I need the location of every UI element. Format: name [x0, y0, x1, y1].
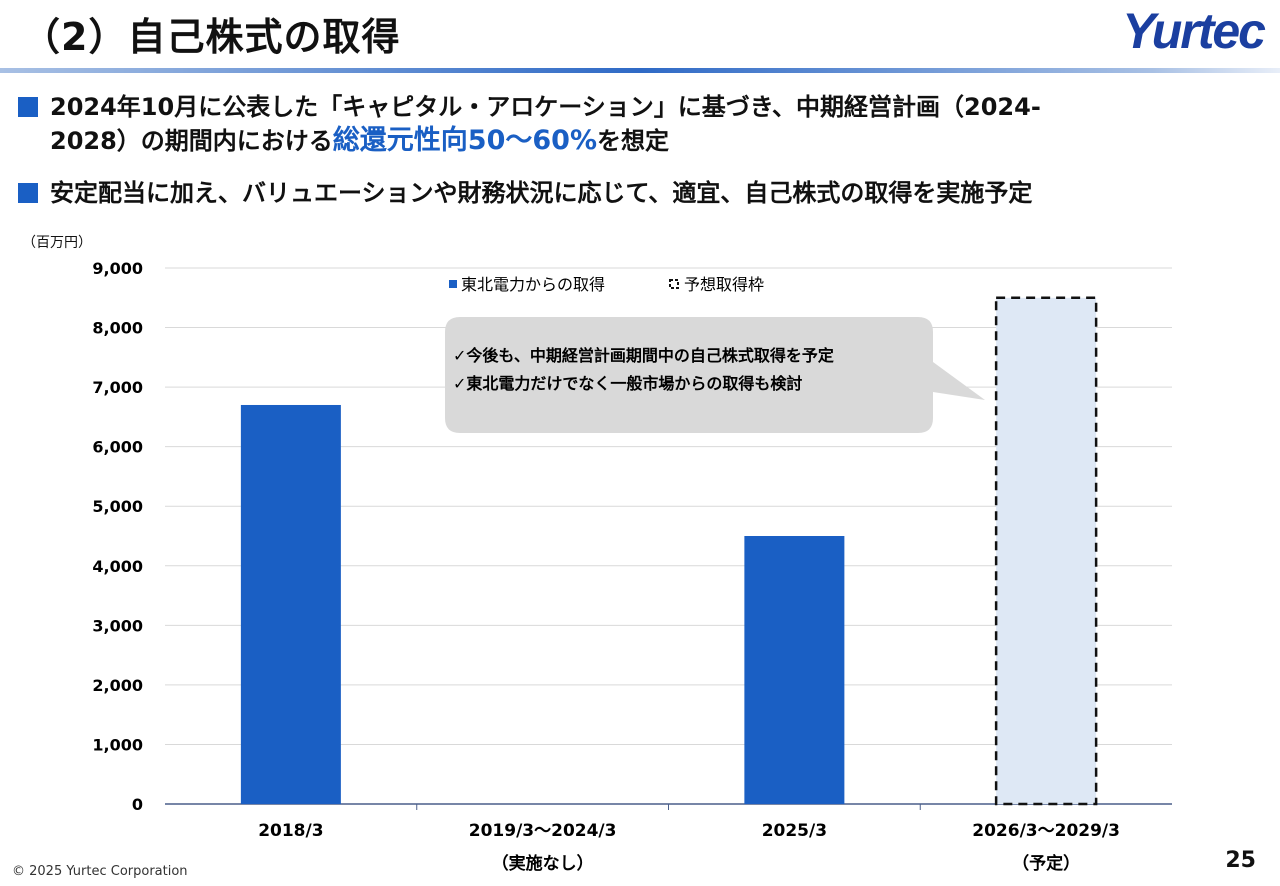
y-tick-label: 7,000 [92, 378, 143, 397]
bar-actual [240, 404, 341, 804]
callout-line-2: ✓東北電力だけでなく一般市場からの取得も検討 [453, 374, 802, 393]
x-tick-label: 2018/3 [258, 821, 323, 841]
header-divider [0, 68, 1280, 73]
legend-label-forecast: 予想取得枠 [684, 275, 764, 294]
x-tick-label: 2019/3～2024/3 [469, 821, 617, 841]
y-tick-label: 9,000 [92, 259, 143, 278]
bar-actual [744, 536, 845, 804]
bullet-square-icon [18, 183, 38, 203]
legend-label-actual: 東北電力からの取得 [461, 275, 605, 294]
yurtec-logo: Yurtec [1122, 3, 1266, 59]
legend: 東北電力からの取得 予想取得枠 [449, 275, 764, 294]
highlight-payout: 総還元性向50～60% [332, 125, 597, 156]
y-tick-label: 4,000 [92, 557, 143, 576]
x-tick-label: 2025/3 [762, 821, 827, 841]
x-sublabel: （予定） [1012, 853, 1080, 874]
x-sublabel: （実施なし） [492, 853, 594, 874]
page-title: （2）自己株式の取得 [22, 15, 401, 59]
bullet-square-icon [18, 97, 38, 117]
legend-swatch-forecast [669, 279, 679, 289]
y-tick-label: 6,000 [92, 438, 143, 457]
unit-label: （百万円） [22, 235, 92, 251]
bar-forecast [994, 296, 1098, 806]
x-tick-label: 2026/3～2029/3 [972, 821, 1120, 841]
y-tick-label: 1,000 [92, 735, 143, 754]
y-tick-label: 5,000 [92, 497, 143, 516]
callout: ✓今後も、中期経営計画期間中の自己株式取得を予定 ✓東北電力だけでなく一般市場か… [445, 317, 985, 433]
callout-line-1: ✓今後も、中期経営計画期間中の自己株式取得を予定 [453, 346, 834, 365]
y-tick-label: 0 [132, 795, 143, 814]
bullet-2: 安定配当に加え、バリュエーションや財務状況に応じて、適宜、自己株式の取得を実施予… [18, 176, 1032, 210]
legend-swatch-actual [449, 280, 457, 288]
page-number: 25 [1225, 848, 1256, 873]
y-tick-label: 3,000 [92, 616, 143, 635]
bullet-1: 2024年10月に公表した「キャピタル・アロケーション」に基づき、中期経営計画（… [18, 90, 1041, 158]
copyright: © 2025 Yurtec Corporation [12, 864, 188, 879]
y-tick-label: 2,000 [92, 676, 143, 695]
y-tick-label: 8,000 [92, 319, 143, 338]
